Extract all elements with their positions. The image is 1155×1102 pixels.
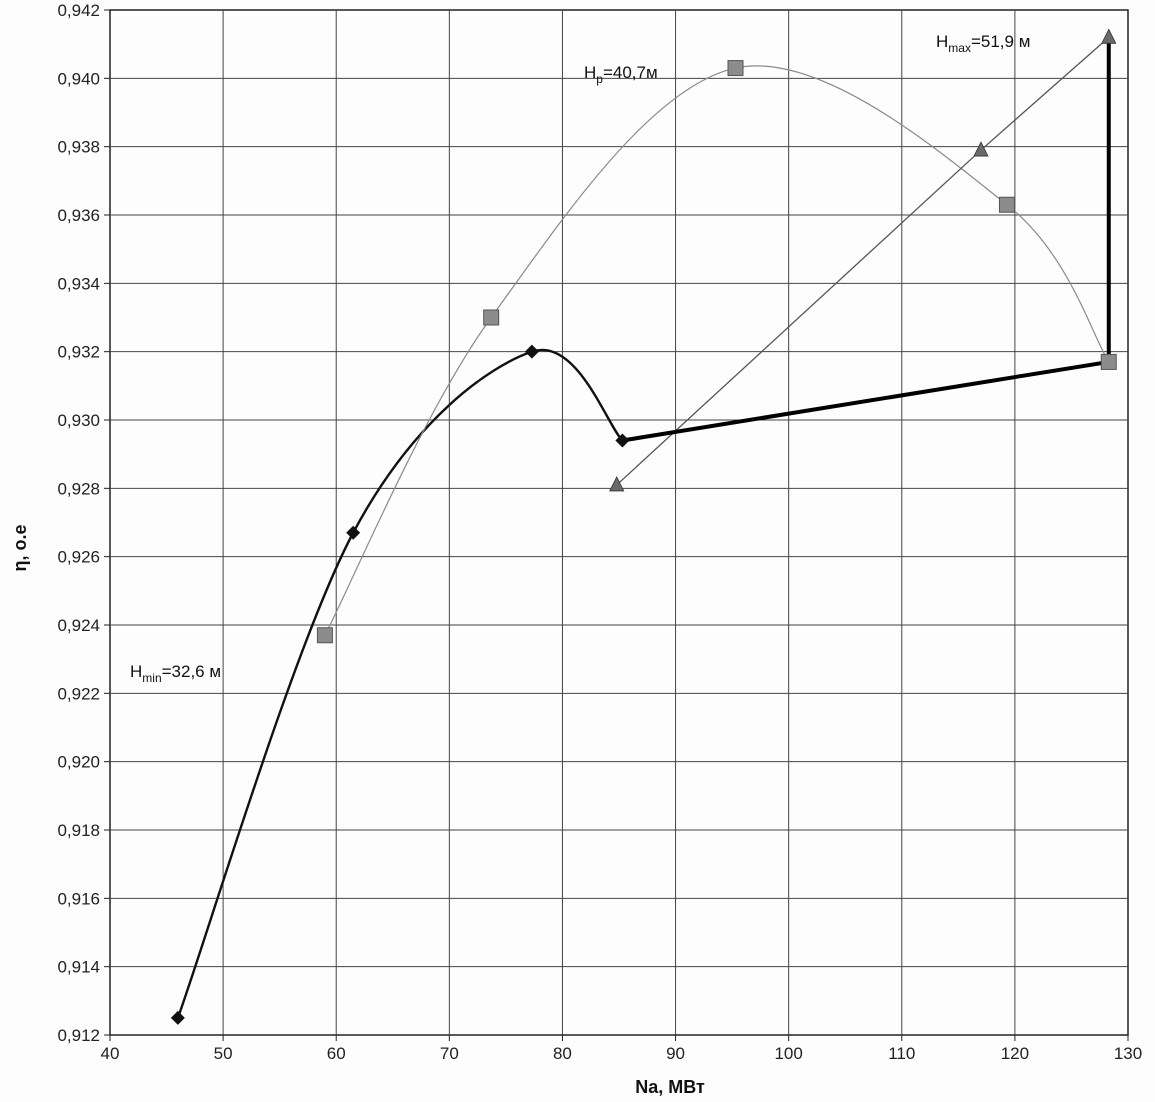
- series-line-p: [324, 65, 1110, 636]
- x-axis-title: Na, МВт: [635, 1077, 705, 1097]
- x-tick-label: 40: [101, 1044, 120, 1063]
- y-tick-label: 0,930: [57, 411, 100, 430]
- y-axis-ticks: 0,912 0,914 0,916 0,918 0,920 0,922 0,924 0,926…: [57, 1, 110, 1045]
- grid-lines: [109, 9, 1129, 1036]
- x-tick-label: 50: [214, 1044, 233, 1063]
- square-marker: [483, 309, 500, 326]
- series-line-max: [616, 36, 1110, 486]
- x-tick-label: 130: [1114, 1044, 1142, 1063]
- square-marker: [727, 60, 744, 77]
- x-axis-ticks: 40 50 60 70 80 90 100 110 120 130: [101, 1035, 1142, 1063]
- y-tick-label: 0,936: [57, 206, 100, 225]
- x-tick-label: 70: [440, 1044, 459, 1063]
- x-tick-label: 80: [553, 1044, 572, 1063]
- y-tick-label: 0,914: [57, 958, 100, 977]
- envelope-line: [622, 37, 1111, 443]
- y-tick-label: 0,920: [57, 753, 100, 772]
- series-lines: [176, 36, 1111, 1019]
- y-tick-label: 0,924: [57, 616, 100, 635]
- y-tick-label: 0,938: [57, 138, 100, 157]
- y-tick-label: 0,922: [57, 684, 100, 703]
- x-tick-label: 110: [888, 1044, 915, 1063]
- diamond-marker: [346, 525, 361, 540]
- y-tick-label: 0,928: [57, 479, 100, 498]
- y-tick-label: 0,932: [57, 343, 100, 362]
- y-tick-label: 0,918: [57, 821, 100, 840]
- y-tick-label: 0,926: [57, 548, 100, 567]
- series-markers: [170, 28, 1117, 1025]
- y-tick-label: 0,942: [57, 1, 100, 20]
- square-marker: [316, 627, 333, 644]
- x-tick-label: 90: [666, 1044, 685, 1063]
- square-marker: [1100, 353, 1117, 370]
- diamond-marker: [170, 1010, 185, 1025]
- series-label-min: Hmin=32,6 м: [130, 662, 221, 685]
- triangle-marker: [1101, 28, 1117, 44]
- square-marker: [998, 196, 1015, 213]
- triangle-marker: [609, 476, 625, 492]
- y-tick-label: 0,912: [57, 1026, 100, 1045]
- x-tick-label: 120: [1001, 1044, 1029, 1063]
- x-tick-label: 100: [774, 1044, 802, 1063]
- plot-frame: [109, 9, 1129, 1036]
- y-tick-label: 0,940: [57, 69, 100, 88]
- triangle-marker: [973, 141, 989, 157]
- y-tick-label: 0,934: [57, 274, 100, 293]
- y-axis-title: η, о.е: [10, 524, 30, 571]
- y-tick-label: 0,916: [57, 889, 100, 908]
- series-annotations: Hmin=32,6 м Hp=40,7м Hmax=51,9 м: [130, 32, 1030, 685]
- series-line-min: [176, 348, 624, 1019]
- diamond-marker: [524, 344, 539, 359]
- series-label-max: Hmax=51,9 м: [936, 32, 1030, 55]
- series-label-p: Hp=40,7м: [584, 63, 658, 86]
- x-tick-label: 60: [327, 1044, 346, 1063]
- diamond-marker: [615, 433, 630, 448]
